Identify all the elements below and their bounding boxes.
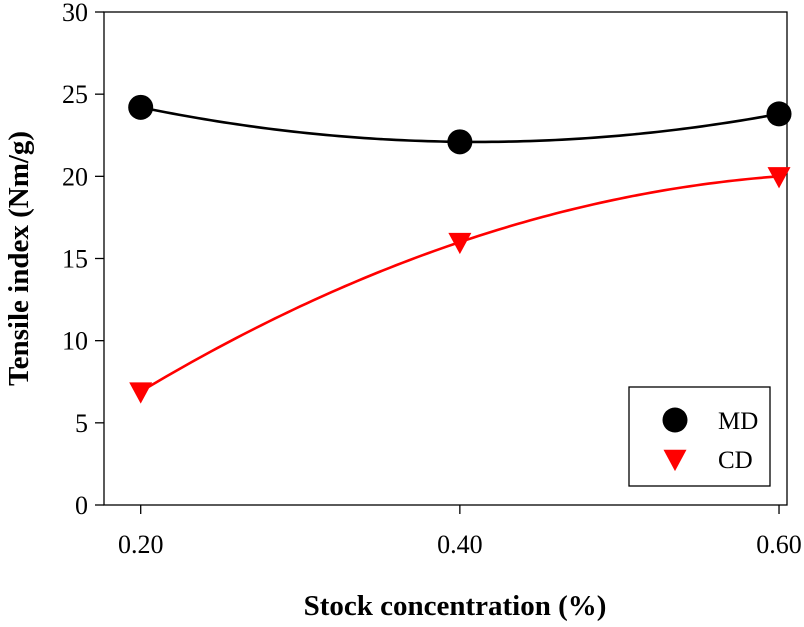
y-tick-label: 20 [62,162,88,191]
data-point-cd [129,382,153,404]
data-point-cd [767,167,791,189]
y-tick-label: 15 [62,245,88,274]
legend-marker-md [662,407,688,433]
legend-label-cd: CD [718,447,753,474]
y-axis-ticks: 0 5 10 15 20 25 30 [62,0,104,520]
data-point-md [766,101,792,127]
data-point-md [128,94,154,120]
data-point-cd [448,232,472,255]
data-point-md [447,129,473,155]
legend: MD CD [628,386,771,487]
x-axis-title: Stock concentration (%) [304,590,607,622]
y-tick-label: 5 [75,409,88,438]
y-tick-label: 10 [62,327,88,356]
x-axis-ticks: 0.20 0.40 0.60 [118,505,802,559]
legend-box [628,386,771,487]
plot-area: 0 5 10 15 20 25 30 0.20 0.40 0.60 [62,0,802,559]
y-tick-label: 25 [62,80,88,109]
y-axis-title: Tensile index (Nm/g) [3,131,35,386]
x-tick-label: 0.60 [756,530,802,559]
x-tick-label: 0.20 [118,530,164,559]
series-layer [128,94,792,404]
legend-label-md: MD [718,408,758,435]
x-tick-label: 0.40 [437,530,483,559]
y-tick-label: 30 [62,0,88,27]
legend-marker-cd [663,449,687,472]
series-line-cd [140,175,780,393]
y-tick-label: 0 [75,491,88,520]
